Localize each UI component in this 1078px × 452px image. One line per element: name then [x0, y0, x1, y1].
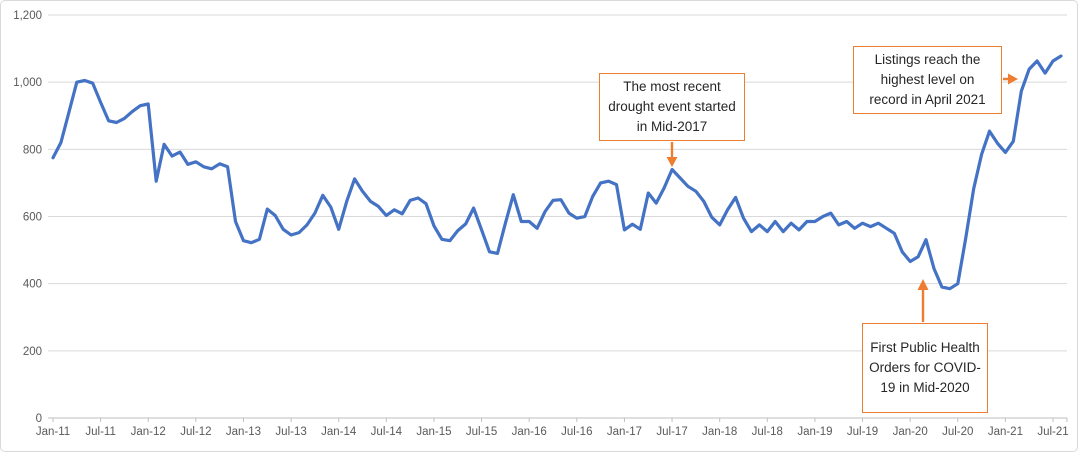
- x-axis-label: Jan-11: [36, 426, 70, 438]
- annotation-covid-text: First Public Health Orders for COVID-19 …: [869, 339, 981, 396]
- x-axis-label: Jul-19: [847, 426, 878, 438]
- y-axis-label: 0: [36, 413, 42, 425]
- x-axis-label: Jul-17: [656, 426, 687, 438]
- annotation-covid-arrow-head: [917, 279, 929, 290]
- y-axis-label: 400: [23, 279, 42, 291]
- annotation-covid-callout: First Public Health Orders for COVID-19 …: [862, 323, 988, 413]
- x-axis-label: Jul-18: [752, 426, 783, 438]
- x-axis-label: Jan-16: [512, 426, 547, 438]
- x-axis-label: Jan-12: [131, 426, 166, 438]
- x-axis-label: Jul-14: [371, 426, 403, 438]
- x-axis-label: Jan-20: [893, 426, 928, 438]
- annotation-record-callout: Listings reach the highest level on reco…: [853, 46, 1002, 114]
- data-line-listings: [51, 54, 1063, 291]
- annotation-record-text: Listings reach the highest level on reco…: [869, 51, 986, 108]
- x-axis-label: Jul-20: [942, 426, 973, 438]
- annotation-drought-arrow-head: [666, 157, 678, 167]
- x-axis-label: Jul-11: [85, 426, 115, 438]
- annotation-record-arrow-head: [1008, 73, 1018, 85]
- y-axis-label: 800: [23, 144, 42, 156]
- x-axis-label: Jan-17: [607, 426, 642, 438]
- x-axis-label: Jul-16: [561, 426, 592, 438]
- x-axis-label: Jul-12: [180, 426, 211, 438]
- x-axis-label: Jan-19: [797, 426, 832, 438]
- x-axis-label: Jan-14: [321, 426, 357, 438]
- x-axis-label: Jul-21: [1037, 426, 1068, 438]
- y-axis-label: 1,000: [13, 77, 42, 89]
- x-axis-label: Jul-13: [275, 426, 306, 438]
- x-axis-label: Jan-21: [988, 426, 1023, 438]
- x-axis-label: Jan-18: [702, 426, 737, 438]
- y-axis-label: 1,200: [13, 10, 42, 22]
- y-axis-label: 200: [23, 346, 42, 358]
- annotation-drought-text: The most recent drought event started in…: [608, 78, 736, 135]
- x-axis-label: Jan-13: [226, 426, 261, 438]
- y-axis-label: 600: [23, 212, 42, 224]
- annotation-drought-callout: The most recent drought event started in…: [599, 73, 745, 141]
- x-axis-label: Jul-15: [466, 426, 497, 438]
- x-axis-label: Jan-15: [416, 426, 451, 438]
